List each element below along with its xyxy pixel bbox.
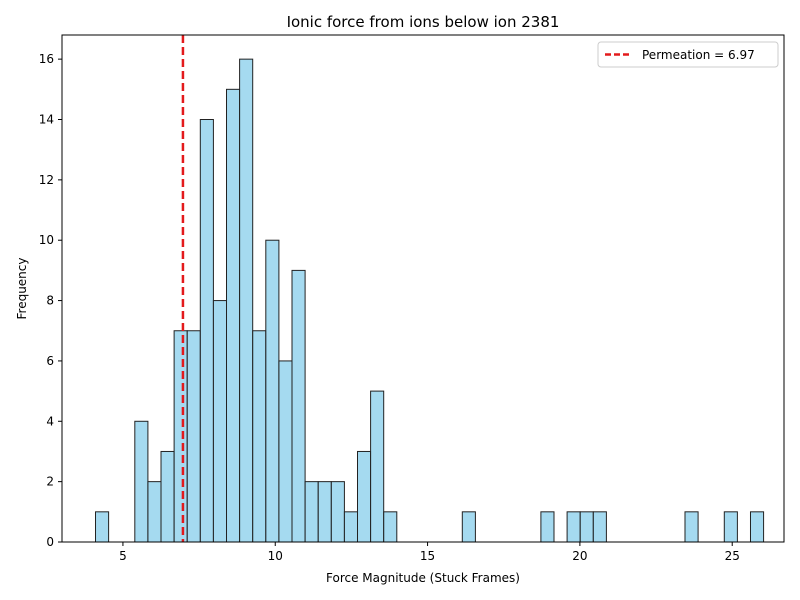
y-tick-label: 6 [46, 354, 54, 368]
y-axis-ticks: 0 2 4 6 8 10 12 14 16 [39, 52, 62, 549]
y-tick-label: 8 [46, 294, 54, 308]
y-tick-label: 12 [39, 173, 54, 187]
histogram-bar [383, 511, 398, 543]
bars-group [95, 58, 765, 543]
histogram-bar [226, 88, 241, 543]
histogram-bar [540, 511, 555, 543]
histogram-bar [291, 269, 306, 543]
histogram-bar [343, 511, 359, 543]
histogram-bar [95, 511, 110, 543]
x-tick-label: 25 [725, 549, 740, 563]
histogram-bar [684, 511, 699, 543]
histogram-bar [160, 450, 175, 543]
y-tick-label: 10 [39, 233, 54, 247]
legend-label: Permeation = 6.97 [642, 48, 755, 62]
y-tick-label: 0 [46, 535, 54, 549]
histogram-bar [278, 360, 293, 543]
y-tick-label: 16 [39, 52, 54, 66]
histogram-bar [147, 481, 162, 543]
y-tick-label: 4 [46, 414, 54, 428]
chart-title: Ionic force from ions below ion 2381 [287, 13, 560, 31]
histogram-bar [186, 330, 201, 543]
histogram-bar [252, 330, 267, 543]
x-tick-label: 20 [572, 549, 587, 563]
x-axis-label: Force Magnitude (Stuck Frames) [326, 571, 520, 585]
x-axis-ticks: 5 10 15 20 25 [119, 542, 740, 563]
histogram-bar [461, 511, 476, 543]
histogram-bar [723, 511, 738, 543]
histogram-bar [239, 58, 254, 543]
histogram-bar [579, 511, 594, 543]
histogram-bar [330, 481, 345, 543]
x-tick-label: 15 [420, 549, 435, 563]
y-tick-label: 2 [46, 475, 54, 489]
y-tick-label: 14 [39, 113, 54, 127]
legend: Permeation = 6.97 [597, 41, 779, 68]
legend-box [597, 41, 779, 68]
histogram-bar [566, 511, 581, 543]
histogram-bar [134, 420, 149, 543]
histogram-bar [265, 239, 280, 543]
histogram-bar [749, 511, 765, 543]
y-axis-label: Frequency [15, 258, 29, 320]
histogram-bar [212, 300, 228, 543]
x-tick-label: 10 [268, 549, 283, 563]
histogram-bar [304, 481, 319, 543]
plot-frame [61, 34, 785, 543]
histogram-bar [199, 119, 214, 543]
histogram-bar [317, 481, 332, 543]
x-tick-label: 5 [119, 549, 127, 563]
histogram-bar [357, 450, 372, 543]
histogram-bar [592, 511, 607, 543]
histogram-bar [173, 330, 188, 543]
histogram-bar [370, 390, 385, 543]
